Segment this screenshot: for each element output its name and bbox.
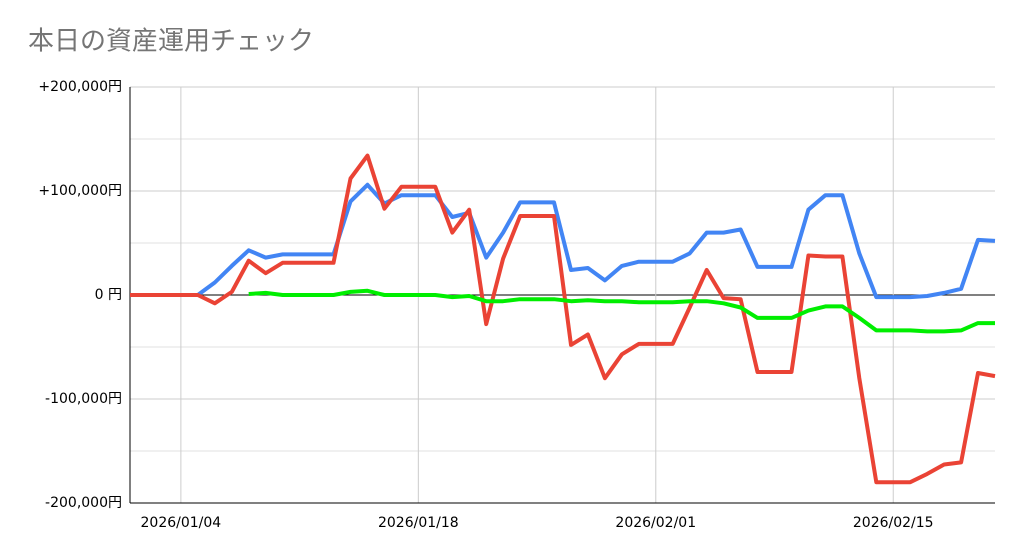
y-tick-label: +200,000円 [38,79,122,95]
series-line [248,288,995,334]
y-tick-label: -100,000円 [45,391,122,407]
series-line [130,153,996,485]
x-tick-label: 2026/01/18 [378,515,459,531]
x-tick-label: 2026/01/04 [141,515,222,531]
chart-title: 本日の資産運用チェック [28,27,314,57]
x-tick-label: 2026/02/01 [615,515,696,531]
y-tick-label: +100,000円 [38,183,122,199]
series-line [130,182,996,300]
y-tick-label: 0 円 [95,287,122,303]
y-tick-label: -200,000円 [45,495,122,511]
x-tick-label: 2026/02/15 [853,515,934,531]
